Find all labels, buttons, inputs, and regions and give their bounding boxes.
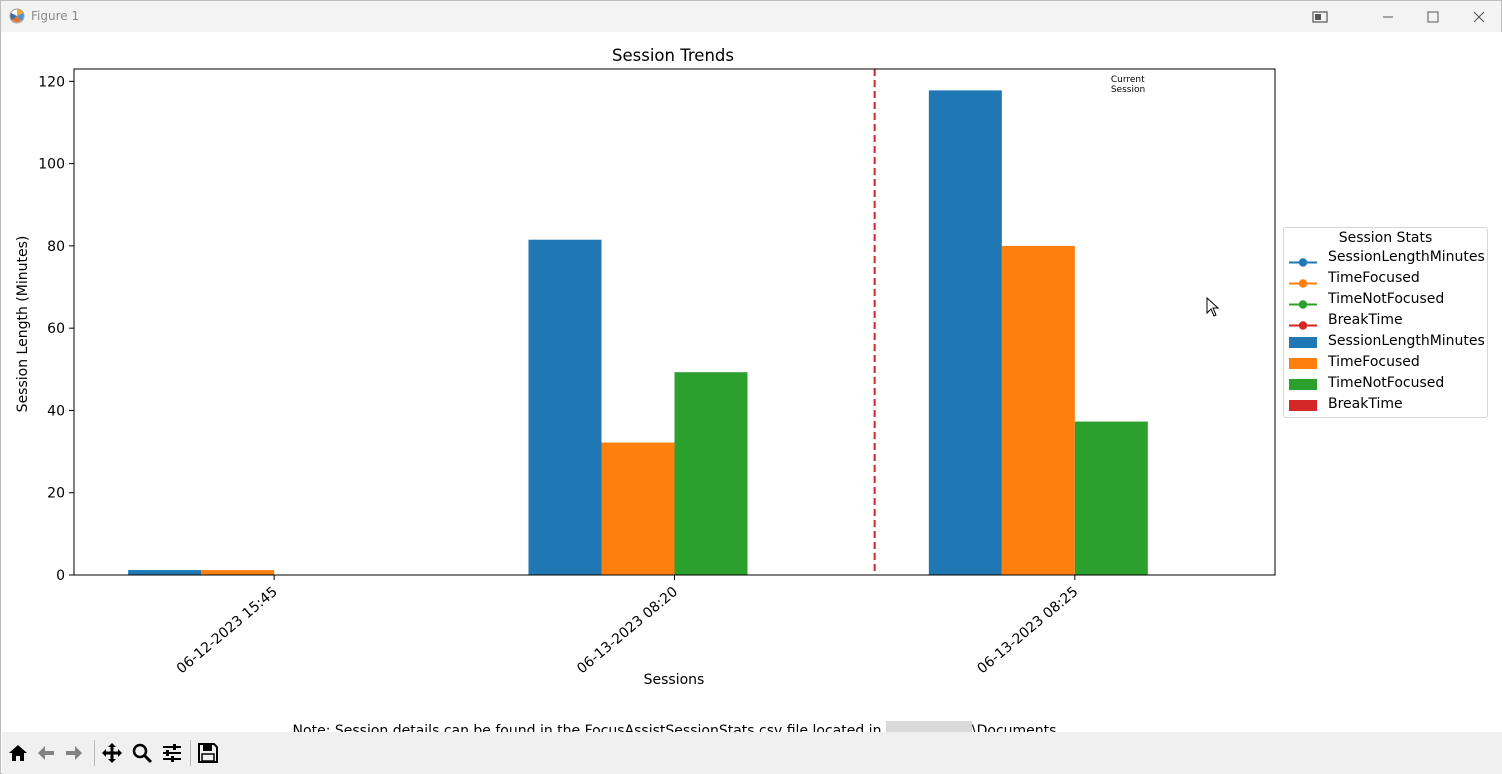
pan-icon[interactable] bbox=[100, 741, 124, 765]
x-tick-label: 06-13-2023 08:20 bbox=[574, 584, 681, 677]
window-title: Figure 1 bbox=[31, 9, 80, 23]
annotation-line-2: Session bbox=[1111, 85, 1145, 95]
home-icon[interactable] bbox=[6, 741, 30, 765]
bar-timefocused bbox=[1001, 245, 1075, 576]
configure-icon[interactable] bbox=[160, 741, 184, 765]
y-tick-label: 60 bbox=[47, 321, 65, 337]
legend-label: SessionLengthMinutes bbox=[1328, 249, 1485, 265]
legend-bar-swatch-icon bbox=[1289, 358, 1317, 369]
forward-icon[interactable] bbox=[62, 741, 86, 765]
legend-item: TimeNotFocused bbox=[1284, 290, 1487, 311]
back-icon[interactable] bbox=[34, 741, 58, 765]
bars-group bbox=[128, 90, 1148, 576]
matplotlib-app-icon bbox=[9, 8, 25, 24]
bar-sessionlengthminutes bbox=[928, 90, 1002, 575]
bar-chart: Session Trends Session Length (Minutes) … bbox=[15, 46, 1276, 688]
y-axis: 0 20 40 60 80 100 120 bbox=[38, 74, 74, 584]
plot-area-frame bbox=[73, 68, 1276, 576]
navigation-toolbar bbox=[2, 732, 1502, 774]
x-tick-label: 06-13-2023 08:25 bbox=[974, 584, 1081, 677]
x-axis: 06-12-2023 15:45 06-13-2023 08:20 06-13-20… bbox=[174, 575, 1081, 677]
legend-label: TimeNotFocused bbox=[1328, 375, 1445, 391]
maximize-button[interactable] bbox=[1410, 1, 1456, 32]
legend-item: TimeFocused bbox=[1284, 269, 1487, 290]
x-tick-label: 06-12-2023 15:45 bbox=[174, 584, 281, 677]
legend-line-marker-icon bbox=[1289, 316, 1317, 330]
legend-line-marker-icon bbox=[1289, 253, 1317, 267]
y-tick-label: 40 bbox=[47, 403, 65, 419]
legend-item: BreakTime bbox=[1284, 311, 1487, 332]
legend-item: SessionLengthMinutes bbox=[1284, 248, 1487, 269]
x-axis-label: Sessions bbox=[644, 672, 705, 688]
bar-sessionlengthminutes bbox=[528, 239, 602, 575]
y-tick-label: 20 bbox=[47, 486, 65, 502]
bar-timefocused bbox=[201, 570, 275, 575]
mouse-cursor-icon bbox=[1206, 296, 1220, 321]
legend-bar-swatch-icon bbox=[1289, 379, 1317, 390]
title-bar: Figure 1 bbox=[1, 1, 1501, 32]
legend-label: BreakTime bbox=[1328, 312, 1403, 328]
legend[interactable]: Session Stats SessionLengthMinutes TimeFo… bbox=[1283, 227, 1488, 418]
legend-label: TimeFocused bbox=[1328, 270, 1420, 286]
legend-label: SessionLengthMinutes bbox=[1328, 333, 1485, 349]
legend-label: TimeFocused bbox=[1328, 354, 1420, 370]
zoom-icon[interactable] bbox=[130, 741, 154, 765]
minimize-button[interactable] bbox=[1365, 1, 1411, 32]
y-tick-label: 80 bbox=[47, 239, 65, 255]
legend-bar-swatch-icon bbox=[1289, 337, 1317, 348]
chart-title: Session Trends bbox=[612, 46, 734, 65]
annotation-line-1: Current bbox=[1111, 75, 1145, 85]
save-icon[interactable] bbox=[196, 741, 220, 765]
legend-item: SessionLengthMinutes bbox=[1284, 332, 1487, 353]
legend-title: Session Stats bbox=[1338, 230, 1433, 246]
snap-layout-icon[interactable] bbox=[1297, 1, 1343, 32]
legend-line-marker-icon bbox=[1289, 274, 1317, 288]
bar-timenotfocused bbox=[1074, 421, 1148, 575]
toolbar-separator bbox=[94, 740, 95, 766]
legend-item: BreakTime bbox=[1284, 395, 1487, 416]
y-tick-label: 0 bbox=[56, 568, 65, 584]
legend-item: TimeNotFocused bbox=[1284, 374, 1487, 395]
legend-label: BreakTime bbox=[1328, 396, 1403, 412]
figure-canvas[interactable]: Session Trends Session Length (Minutes) … bbox=[2, 32, 1502, 739]
legend-label: TimeNotFocused bbox=[1328, 291, 1445, 307]
bar-timenotfocused bbox=[674, 372, 748, 575]
y-axis-label: Session Length (Minutes) bbox=[15, 236, 31, 413]
y-tick-label: 120 bbox=[38, 74, 65, 90]
toolbar-separator bbox=[190, 740, 191, 766]
y-tick-label: 100 bbox=[38, 157, 65, 173]
bar-sessionlengthminutes bbox=[128, 570, 202, 575]
bar-timefocused bbox=[601, 442, 675, 575]
legend-item: TimeFocused bbox=[1284, 353, 1487, 374]
legend-line-marker-icon bbox=[1289, 295, 1317, 309]
legend-bar-swatch-icon bbox=[1289, 400, 1317, 411]
close-button[interactable] bbox=[1456, 1, 1502, 32]
